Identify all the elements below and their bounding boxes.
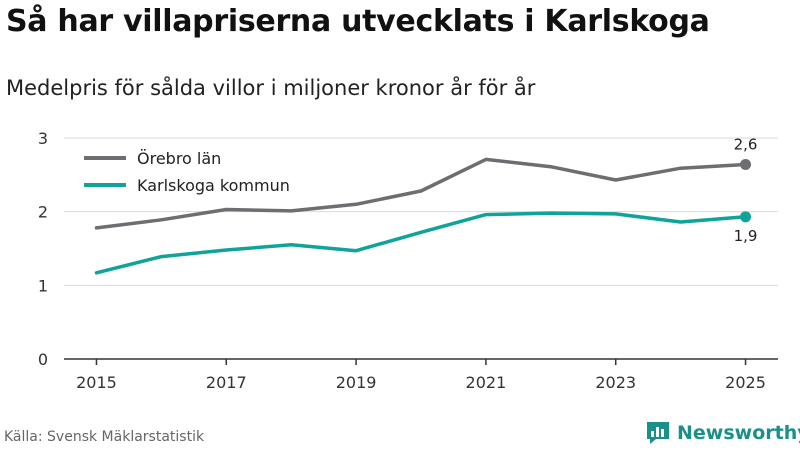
y-tick-label: 3 xyxy=(38,129,48,148)
series-line xyxy=(94,211,748,275)
legend-label: Karlskoga kommun xyxy=(137,176,290,195)
data-labels: 2,6 1,9 xyxy=(734,136,758,245)
x-tick-label: 2017 xyxy=(206,373,247,392)
source-note: Källa: Svensk Mäklarstatistik xyxy=(4,429,205,445)
x-tick-label: 2015 xyxy=(76,373,117,392)
data-label: 1,9 xyxy=(734,227,758,245)
series-end-point xyxy=(740,159,752,171)
y-tick-label: 0 xyxy=(38,350,48,369)
series-lines xyxy=(94,157,752,275)
x-tick-label: 2019 xyxy=(336,373,377,392)
newsworthy-logo: Newsworthy xyxy=(645,420,800,446)
x-tick-label: 2021 xyxy=(466,373,507,392)
x-tick-label: 2023 xyxy=(595,373,636,392)
y-tick-label: 1 xyxy=(38,276,48,295)
series-line xyxy=(94,157,748,230)
newsworthy-logo-icon xyxy=(647,422,669,444)
axes: 0 1 2 3 2015 2017 2019 2021 2023 2025 xyxy=(38,129,778,392)
legend-label: Örebro län xyxy=(137,149,221,168)
chart-subtitle: Medelpris för sålda villor i miljoner kr… xyxy=(6,76,536,100)
y-tick-label: 2 xyxy=(38,203,48,222)
gridlines xyxy=(64,137,778,286)
series-end-point xyxy=(740,211,752,223)
legend: Örebro län Karlskoga kommun xyxy=(84,149,290,195)
data-label: 2,6 xyxy=(734,136,758,154)
brand-name: Newsworthy xyxy=(677,422,800,444)
chart-title: Så har villapriserna utvecklats i Karlsk… xyxy=(6,4,710,39)
x-tick-label: 2025 xyxy=(725,373,766,392)
